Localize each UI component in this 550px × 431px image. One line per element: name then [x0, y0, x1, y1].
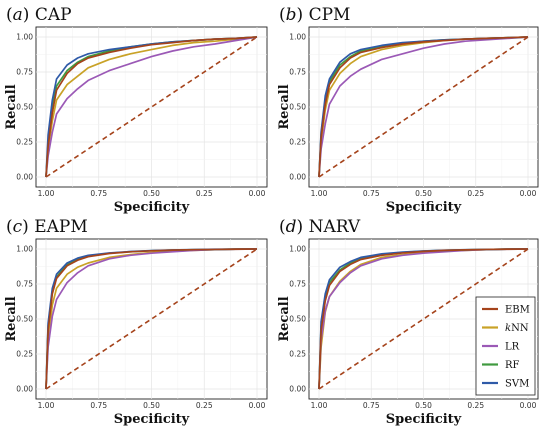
panel-a: 1.00 0.75 0.50 0.25 0.00 0.00 0.25 0.50 0.75 1.00…: [4, 5, 268, 215]
y-axis-title: Recall: [277, 84, 292, 129]
legend-item-knn: kNN: [482, 323, 529, 334]
legend: EBM kNN LR RF SVM: [475, 296, 536, 396]
x-tick-label: 0.75: [363, 189, 380, 198]
legend-label: EBM: [505, 305, 530, 316]
y-tick-label: 1.00: [16, 245, 33, 254]
panel-tag: (: [279, 5, 286, 25]
panel-tag-close: ): [297, 217, 309, 237]
x-tick-label: 1.00: [38, 401, 55, 410]
x-tick-label: 1.00: [38, 189, 55, 198]
legend-item-ebm: EBM: [482, 305, 530, 316]
x-tick-label: 0.25: [196, 401, 213, 410]
panel-tag-letter: c: [13, 217, 23, 237]
roc-curve-ebm: [318, 36, 529, 178]
legend-item-svm: SVM: [482, 379, 529, 390]
grid: [309, 27, 538, 187]
x-tick-label: 0.00: [249, 401, 266, 410]
y-axis-title: Recall: [4, 296, 19, 341]
y-tick-label: 0.25: [289, 138, 306, 147]
x-tick-label: 0.25: [196, 189, 213, 198]
y-axis-title: Recall: [4, 84, 19, 129]
panel-label: (d) NARV: [279, 217, 361, 237]
panel-tag-letter: a: [13, 5, 23, 25]
panel-tag: (: [6, 5, 13, 25]
y-tick-label: 0.75: [16, 68, 33, 77]
x-tick-label: 1.00: [311, 189, 328, 198]
legend-item-lr: LR: [482, 342, 520, 353]
x-axis-title: Specificity: [114, 200, 190, 215]
panel-tag: (: [279, 217, 286, 237]
y-tick-label: 0.25: [289, 350, 306, 359]
legend-label: RF: [505, 360, 520, 371]
roc-curve-ebm: [45, 36, 258, 178]
y-tick-label: 0.50: [16, 103, 33, 112]
panel-b: 1.00 0.75 0.50 0.25 0.00 0.00 0.25 0.50 0.75 1.00…: [277, 5, 539, 215]
x-tick-label: 0.50: [415, 189, 432, 198]
x-tick-label: 0.50: [143, 401, 160, 410]
x-tick-label: 0.00: [520, 401, 537, 410]
panels-layer: 1.00 0.75 0.50 0.25 0.00 0.00 0.25 0.50 0.75 1.00…: [4, 5, 539, 427]
x-tick-label: 0.75: [363, 401, 380, 410]
x-axis-title: Specificity: [386, 200, 462, 215]
panel-tag-close: ): [22, 217, 34, 237]
panel-tag-letter: d: [286, 217, 297, 237]
x-tick-label: 1.00: [311, 401, 328, 410]
roc-curve-lr: [318, 36, 529, 178]
x-tick-label: 0.25: [467, 401, 484, 410]
panel-title: EAPM: [34, 217, 88, 237]
legend-label: SVM: [505, 379, 529, 390]
y-tick-label: 0.00: [16, 173, 33, 182]
panel-title: NARV: [309, 217, 361, 237]
panel-tag-close: ): [23, 5, 35, 25]
x-tick-label: 0.50: [415, 401, 432, 410]
roc-curve-ebm: [318, 248, 529, 390]
roc-curve-lr: [45, 36, 258, 178]
legend-label: kNN: [505, 323, 529, 334]
panel-title: CAP: [35, 5, 72, 25]
panel-tag-letter: b: [286, 5, 297, 25]
y-tick-label: 0.75: [289, 280, 306, 289]
x-tick-label: 0.75: [90, 189, 107, 198]
x-tick-label: 0.25: [467, 189, 484, 198]
panel-label: (b) CPM: [279, 5, 350, 25]
x-tick-label: 0.00: [520, 189, 537, 198]
panel-tag-close: ): [297, 5, 309, 25]
y-tick-label: 1.00: [16, 33, 33, 42]
y-tick-label: 0.75: [16, 280, 33, 289]
y-tick-label: 1.00: [289, 245, 306, 254]
y-tick-label: 0.50: [289, 103, 306, 112]
y-tick-label: 0.75: [289, 68, 306, 77]
x-axis-title: Specificity: [386, 412, 462, 427]
y-tick-label: 0.25: [16, 350, 33, 359]
y-tick-label: 0.50: [289, 315, 306, 324]
legend-label: LR: [505, 342, 520, 353]
panel-title: CPM: [309, 5, 351, 25]
y-tick-label: 0.25: [16, 138, 33, 147]
roc-curve-knn: [45, 36, 258, 178]
x-tick-label: 0.00: [249, 189, 266, 198]
y-tick-label: 0.00: [289, 173, 306, 182]
panel-label: (a) CAP: [6, 5, 72, 25]
panel-c: 1.00 0.75 0.50 0.25 0.00 0.00 0.25 0.50 0.75 1.00…: [4, 217, 268, 427]
y-tick-label: 0.50: [16, 315, 33, 324]
grid: [36, 239, 267, 399]
y-tick-label: 0.00: [16, 385, 33, 394]
panel-label: (c) EAPM: [6, 217, 88, 237]
panel-tag: (: [6, 217, 13, 237]
x-tick-label: 0.75: [90, 401, 107, 410]
legend-item-rf: RF: [482, 360, 520, 371]
y-tick-label: 1.00: [289, 33, 306, 42]
y-axis-title: Recall: [277, 296, 292, 341]
roc-curve-ebm: [45, 248, 258, 390]
y-tick-label: 0.00: [289, 385, 306, 394]
x-tick-label: 0.50: [143, 189, 160, 198]
x-axis-title: Specificity: [114, 412, 190, 427]
